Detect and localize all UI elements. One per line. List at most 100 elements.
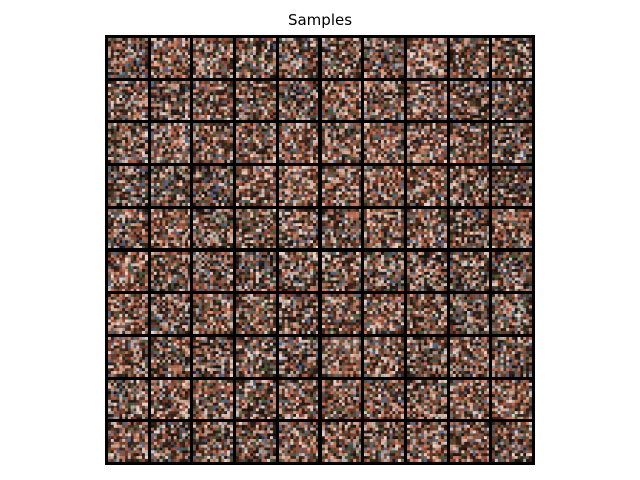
sample-tile <box>193 80 234 121</box>
sample-image <box>364 38 404 78</box>
sample-tile <box>108 251 148 292</box>
sample-image <box>321 208 362 249</box>
sample-tile <box>364 80 404 121</box>
sample-tile <box>193 294 234 334</box>
sample-tile <box>449 379 490 420</box>
sample-image <box>278 38 319 78</box>
sample-image <box>449 422 490 462</box>
sample-image <box>492 208 532 249</box>
sample-image <box>321 251 362 292</box>
sample-image <box>364 379 404 420</box>
sample-image <box>321 166 362 206</box>
sample-tile <box>108 123 148 164</box>
sample-image <box>449 38 490 78</box>
sample-tile <box>278 379 319 420</box>
sample-tile <box>150 123 191 164</box>
sample-image <box>278 379 319 420</box>
sample-image <box>321 123 362 164</box>
sample-image <box>449 166 490 206</box>
sample-image <box>236 166 276 206</box>
sample-tile <box>364 38 404 78</box>
sample-image <box>236 336 276 377</box>
sample-tile <box>108 166 148 206</box>
sample-image <box>364 166 404 206</box>
sample-image <box>236 379 276 420</box>
sample-image <box>278 294 319 334</box>
sample-tile <box>193 166 234 206</box>
sample-image <box>193 336 234 377</box>
sample-image <box>236 294 276 334</box>
sample-tile <box>492 336 532 377</box>
sample-image <box>406 80 447 121</box>
sample-image <box>449 208 490 249</box>
sample-image <box>278 80 319 121</box>
sample-image <box>364 251 404 292</box>
sample-image <box>492 379 532 420</box>
sample-tile <box>492 422 532 462</box>
sample-tile <box>278 422 319 462</box>
sample-image <box>108 379 148 420</box>
sample-image <box>492 294 532 334</box>
sample-tile <box>449 422 490 462</box>
sample-tile <box>108 294 148 334</box>
sample-image <box>236 38 276 78</box>
sample-tile <box>236 422 276 462</box>
sample-image <box>321 294 362 334</box>
sample-image <box>449 379 490 420</box>
sample-tile <box>406 208 447 249</box>
sample-image <box>364 422 404 462</box>
sample-image <box>236 422 276 462</box>
sample-tile <box>364 123 404 164</box>
sample-tile <box>492 38 532 78</box>
sample-image <box>406 422 447 462</box>
sample-tile <box>108 379 148 420</box>
sample-tile <box>449 80 490 121</box>
sample-tile <box>108 38 148 78</box>
sample-image <box>406 123 447 164</box>
sample-image <box>278 123 319 164</box>
sample-tile <box>150 208 191 249</box>
sample-image <box>193 251 234 292</box>
sample-image <box>278 422 319 462</box>
sample-tile <box>278 80 319 121</box>
figure-title: Samples <box>287 11 353 29</box>
sample-tile <box>364 208 404 249</box>
sample-image <box>364 208 404 249</box>
sample-image <box>108 80 148 121</box>
sample-image <box>406 38 447 78</box>
sample-image <box>236 80 276 121</box>
sample-grid <box>105 35 535 465</box>
sample-image <box>364 294 404 334</box>
sample-image <box>449 123 490 164</box>
sample-tile <box>278 38 319 78</box>
sample-image <box>150 379 191 420</box>
sample-tile <box>492 123 532 164</box>
sample-image <box>278 208 319 249</box>
sample-tile <box>236 123 276 164</box>
sample-tile <box>492 80 532 121</box>
sample-image <box>193 80 234 121</box>
sample-tile <box>108 208 148 249</box>
sample-tile <box>150 251 191 292</box>
sample-image <box>108 422 148 462</box>
sample-tile <box>364 294 404 334</box>
sample-tile <box>321 294 362 334</box>
sample-tile <box>278 336 319 377</box>
sample-tile <box>236 251 276 292</box>
sample-image <box>193 123 234 164</box>
sample-tile <box>449 123 490 164</box>
sample-tile <box>364 166 404 206</box>
sample-tile <box>193 251 234 292</box>
sample-tile <box>236 336 276 377</box>
sample-tile <box>236 294 276 334</box>
sample-image <box>150 251 191 292</box>
sample-tile <box>406 251 447 292</box>
sample-tile <box>150 38 191 78</box>
sample-image <box>150 208 191 249</box>
sample-tile <box>406 379 447 420</box>
sample-image <box>108 166 148 206</box>
sample-image <box>321 38 362 78</box>
sample-tile <box>193 38 234 78</box>
sample-tile <box>236 379 276 420</box>
sample-image <box>492 422 532 462</box>
